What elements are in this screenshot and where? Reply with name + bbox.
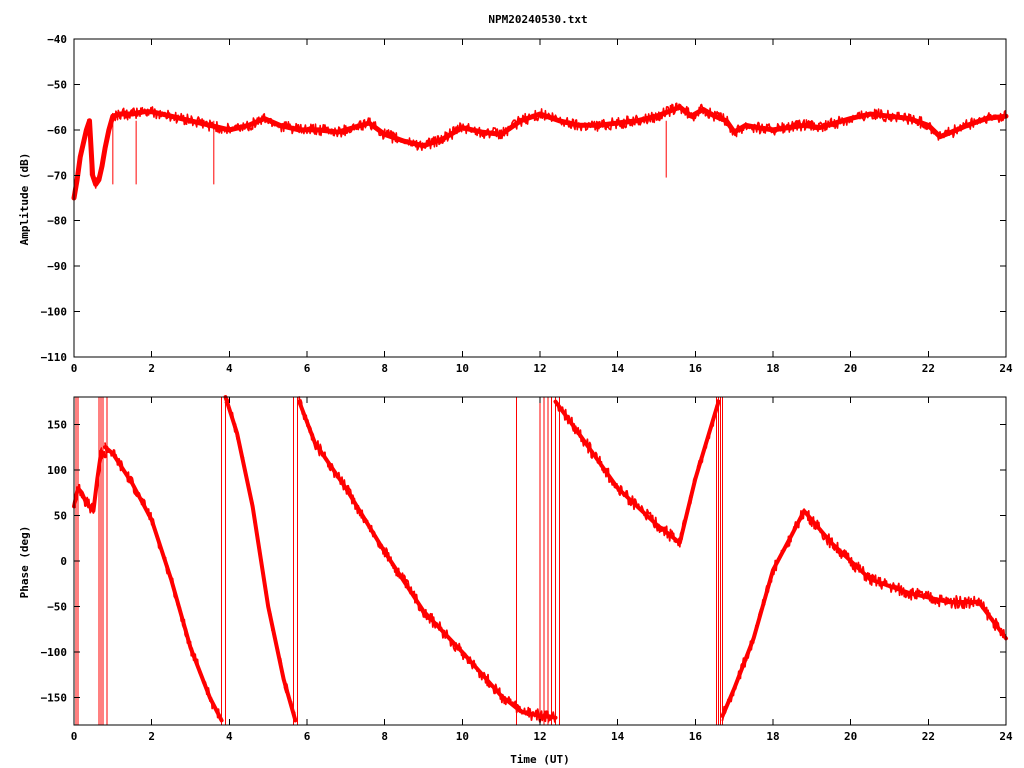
x-tick-label: 0 (71, 730, 78, 743)
y-tick-label: −40 (47, 33, 67, 46)
phase-ticks: 0 2 4 6 8 10 12 14 16 18 20 22 24−150−100−5005010015… (41, 397, 1013, 743)
x-tick-label: 10 (456, 730, 469, 743)
y-tick-label: 100 (47, 464, 67, 477)
x-tick-label: 12 (533, 362, 546, 375)
x-tick-label: 12 (533, 730, 546, 743)
phase-series-line-3 (297, 399, 558, 720)
y-tick-label: 50 (54, 509, 67, 522)
y-tick-label: −100 (41, 646, 68, 659)
amplitude-series-line (71, 104, 1009, 201)
amplitude-panel: 0 2 4 6 8 10 12 14 16 18 20 22 24−110−100−90−80−70−6… (18, 33, 1013, 375)
phase-series-line-0 (72, 449, 108, 513)
y-tick-label: −60 (47, 124, 67, 137)
y-tick-label: −110 (41, 351, 68, 364)
phase-series-group (72, 395, 1008, 725)
x-tick-label: 4 (226, 730, 233, 743)
plot-title: NPM20240530.txt (488, 13, 587, 26)
phase-y-axis-title: Phase (deg) (18, 526, 31, 599)
x-tick-label: 8 (381, 730, 388, 743)
y-tick-label: −80 (47, 215, 67, 228)
y-tick-label: −50 (47, 78, 67, 91)
phase-series-line-5 (720, 508, 1008, 718)
x-tick-label: 24 (999, 730, 1013, 743)
x-tick-label: 2 (148, 362, 155, 375)
x-tick-label: 18 (766, 730, 779, 743)
x-tick-label: 24 (999, 362, 1013, 375)
amplitude-ticks: 0 2 4 6 8 10 12 14 16 18 20 22 24−110−100−90−80−70−6… (41, 33, 1013, 375)
y-tick-label: −50 (47, 601, 67, 614)
y-tick-label: −100 (41, 306, 68, 319)
x-tick-label: 20 (844, 730, 857, 743)
x-tick-label: 14 (611, 730, 625, 743)
x-tick-label: 20 (844, 362, 857, 375)
amplitude-y-axis-title: Amplitude (dB) (18, 153, 31, 246)
phase-series-line-2 (223, 395, 298, 723)
x-tick-label: 8 (381, 362, 388, 375)
x-tick-label: 14 (611, 362, 625, 375)
y-tick-label: −150 (41, 692, 68, 705)
x-tick-label: 22 (922, 730, 935, 743)
phase-series-line-1 (103, 445, 224, 723)
x-tick-label: 4 (226, 362, 233, 375)
phase-panel: 0 2 4 6 8 10 12 14 16 18 20 22 24−150−100−5005010015… (18, 395, 1013, 766)
amplitude-series-group (71, 102, 1009, 201)
x-tick-label: 10 (456, 362, 469, 375)
phase-plot-frame (73, 396, 1007, 726)
x-tick-label: 0 (71, 362, 78, 375)
x-tick-label: 6 (304, 730, 311, 743)
phase-x-axis-title: Time (UT) (510, 753, 570, 766)
y-tick-label: 0 (60, 555, 67, 568)
x-tick-label: 16 (689, 362, 703, 375)
phase-series-line-4 (553, 399, 721, 545)
x-tick-label: 16 (689, 730, 703, 743)
y-tick-label: −90 (47, 260, 67, 273)
x-tick-label: 6 (304, 362, 311, 375)
amplitude-plot-frame (73, 38, 1007, 358)
y-tick-label: 150 (47, 418, 67, 431)
y-tick-label: −70 (47, 169, 67, 182)
x-tick-label: 2 (148, 730, 155, 743)
x-tick-label: 22 (922, 362, 935, 375)
x-tick-label: 18 (766, 362, 779, 375)
